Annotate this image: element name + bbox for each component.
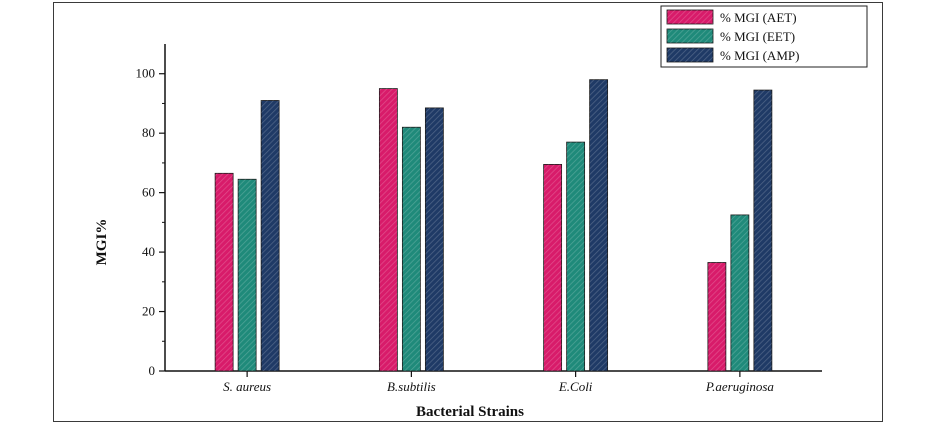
y-axis-title: MGI%	[94, 219, 110, 266]
x-tick-label: S. aureus	[223, 379, 271, 394]
bar-hatch	[566, 142, 585, 371]
legend-label: % MGI (AET)	[720, 10, 797, 25]
y-tick-label: 80	[142, 125, 155, 140]
bar-hatch	[261, 100, 280, 372]
bar-hatch	[707, 262, 726, 371]
legend: % MGI (AET) % MGI (EET) % MGI (AMP)	[660, 5, 868, 68]
bar-hatch	[730, 214, 749, 371]
legend-label: % MGI (EET)	[720, 29, 795, 44]
x-ticks: S. aureus B.subtilis E.Coli P.aeruginosa	[223, 371, 774, 394]
legend-label: % MGI (AMP)	[720, 48, 799, 63]
y-tick-label: 100	[136, 66, 156, 81]
x-tick-label: P.aeruginosa	[705, 379, 775, 394]
legend-swatch-hatch	[667, 29, 713, 43]
x-tick-label: B.subtilis	[387, 379, 436, 394]
x-tick-label: E.Coli	[558, 379, 593, 394]
y-tick-label: 20	[142, 304, 155, 319]
y-ticks: 0 20 40 60 80 100	[136, 66, 165, 378]
bar-hatch	[425, 107, 444, 371]
bar-hatch	[589, 79, 608, 371]
bar-hatch	[543, 164, 562, 371]
bar-hatch	[238, 179, 257, 371]
y-tick-label: 40	[142, 244, 155, 259]
bar-hatch	[379, 88, 398, 371]
legend-swatch-hatch	[667, 48, 713, 62]
y-tick-label: 60	[142, 185, 155, 200]
bar-hatch	[215, 173, 234, 371]
y-tick-label: 0	[149, 363, 156, 378]
bars	[214, 79, 773, 372]
legend-swatch-hatch	[667, 10, 713, 24]
bar-hatch	[753, 90, 772, 371]
bar-hatch	[402, 127, 421, 372]
x-axis-title: Bacterial Strains	[416, 404, 524, 420]
